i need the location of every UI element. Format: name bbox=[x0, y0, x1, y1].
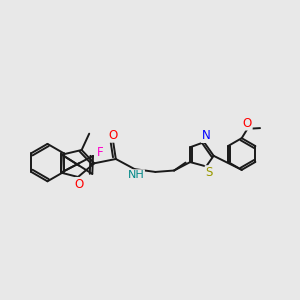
Text: O: O bbox=[108, 129, 118, 142]
Text: S: S bbox=[205, 166, 213, 179]
Text: O: O bbox=[75, 178, 84, 190]
Text: F: F bbox=[97, 146, 103, 159]
Text: NH: NH bbox=[128, 170, 144, 180]
Text: N: N bbox=[201, 129, 210, 142]
Text: O: O bbox=[243, 117, 252, 130]
